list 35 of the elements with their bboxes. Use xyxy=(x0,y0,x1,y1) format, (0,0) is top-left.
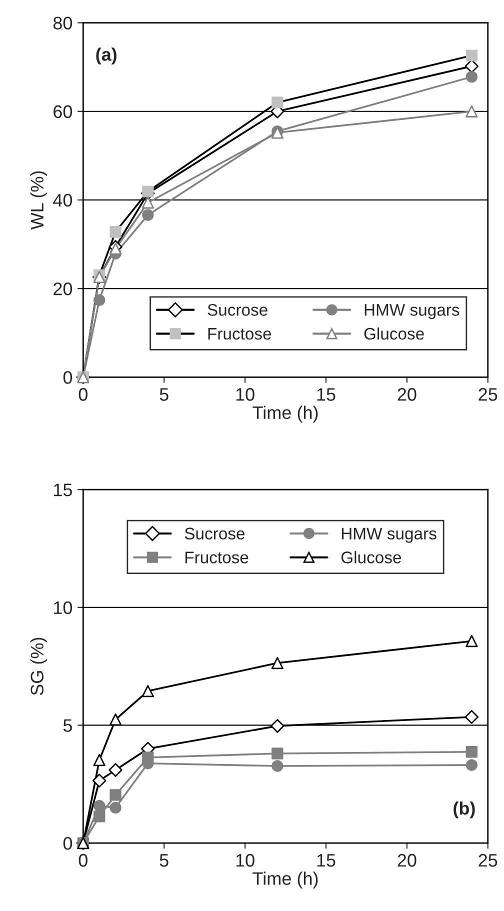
x-tick-label: 25 xyxy=(478,388,498,401)
legend-label: Fructose xyxy=(185,552,248,564)
legend-label: HMW sugars xyxy=(364,304,460,320)
legend-label: Glucose xyxy=(341,551,402,564)
y-tick-label: 80 xyxy=(53,16,72,30)
y-tick-label: 40 xyxy=(53,194,72,207)
legend-label: Sucrose xyxy=(184,528,245,540)
y-tick-label: 0 xyxy=(63,371,72,384)
legend-label: Glucose xyxy=(364,327,424,340)
annotation: (b) xyxy=(454,801,475,818)
legend-label: Sucrose xyxy=(208,304,268,316)
x-tick-label: 15 xyxy=(317,854,336,867)
legend-label: Fructose xyxy=(208,328,272,340)
y-tick-label: 5 xyxy=(63,719,72,732)
x-tick-label: 20 xyxy=(398,388,416,401)
x-tick-label: 10 xyxy=(236,854,254,867)
x-tick-label: 20 xyxy=(398,854,416,867)
x-tick-label: 10 xyxy=(236,388,254,401)
x-tick-label: 5 xyxy=(160,388,168,401)
x-axis-title: Time (h) xyxy=(252,406,318,423)
x-tick-label: 0 xyxy=(78,854,88,867)
y-tick-label: 10 xyxy=(54,601,72,614)
y-tick-label: 20 xyxy=(54,282,72,296)
y-axis-title: WL (%) xyxy=(30,171,48,230)
annotation: (a) xyxy=(96,48,116,64)
y-tick-label: 60 xyxy=(54,105,72,118)
y-tick-label: 15 xyxy=(54,484,72,496)
x-tick-label: 25 xyxy=(478,854,498,867)
x-tick-label: 0 xyxy=(78,388,88,401)
legend-label: HMW sugars xyxy=(342,528,436,543)
x-tick-label: 5 xyxy=(160,854,168,867)
y-tick-label: 0 xyxy=(63,836,72,850)
y-axis-title: SG (%) xyxy=(30,638,48,696)
x-tick-label: 15 xyxy=(317,388,336,401)
x-axis-title: Time (h) xyxy=(252,872,318,888)
